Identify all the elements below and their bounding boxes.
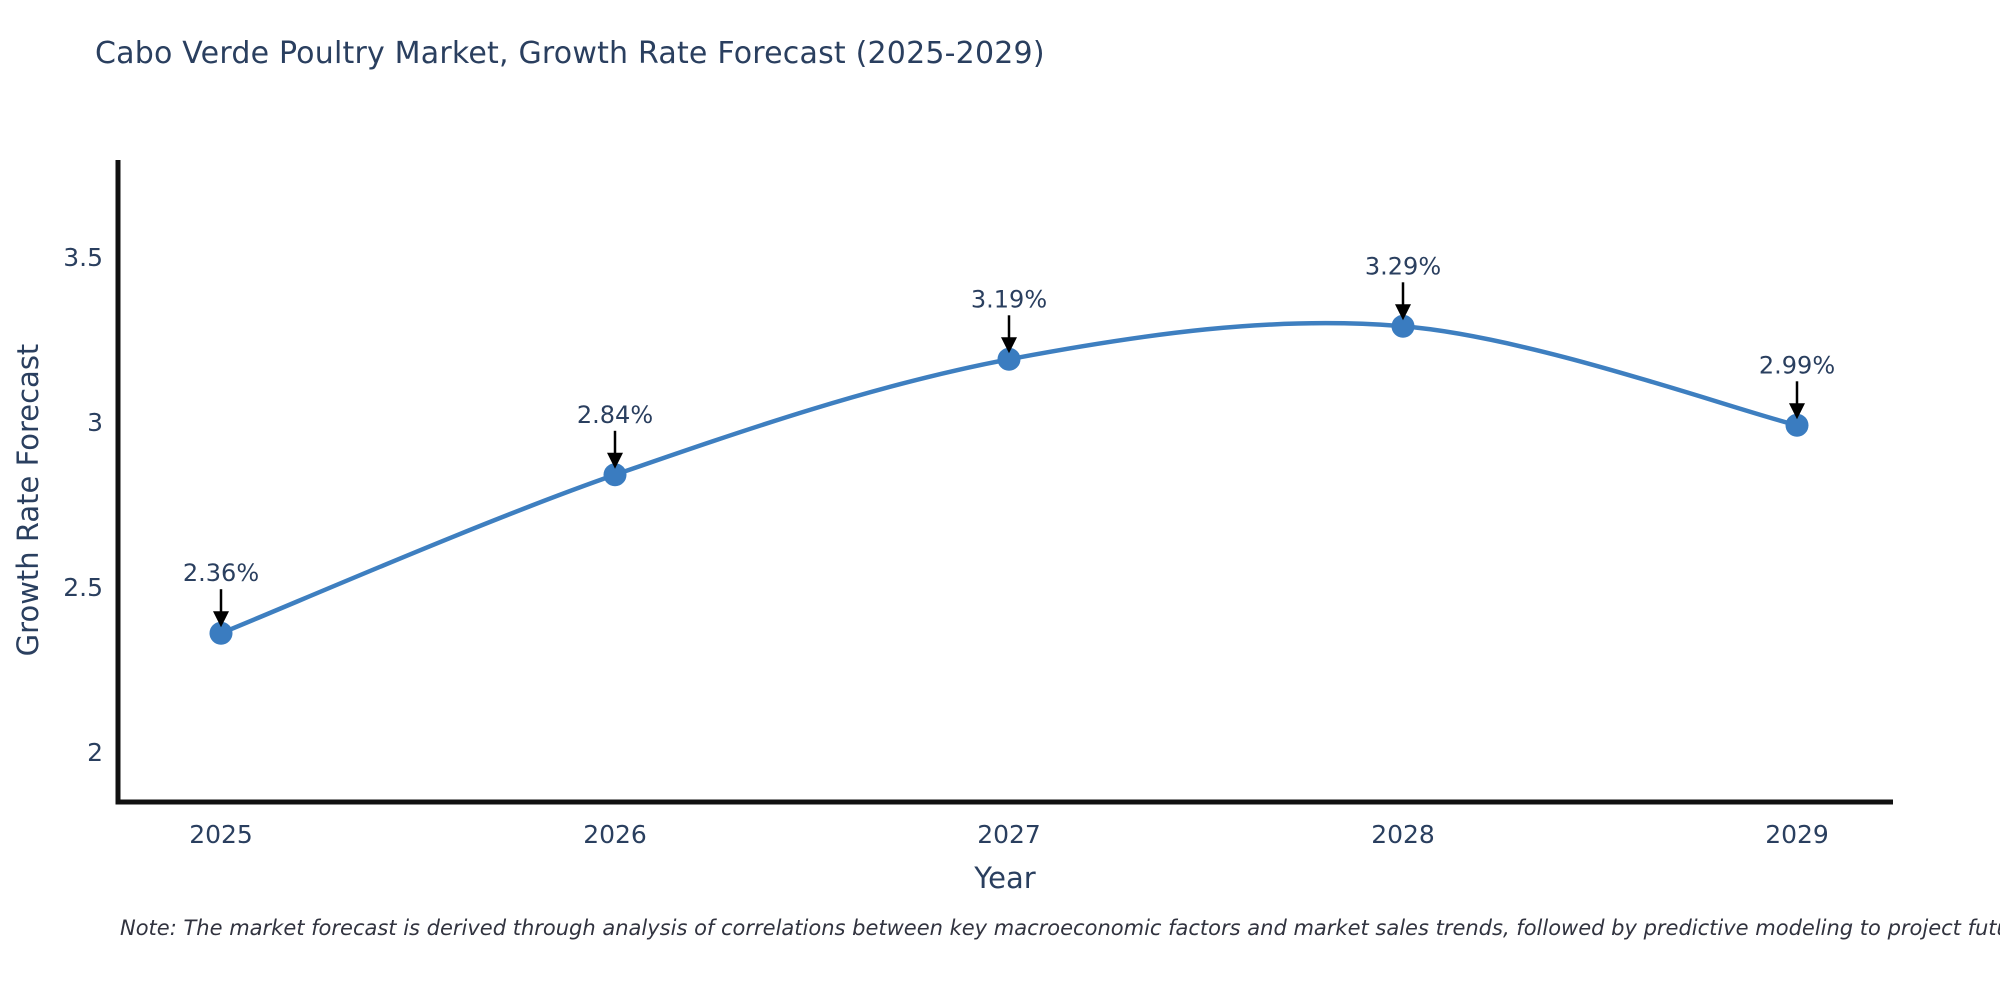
x-tick-label: 2025 — [189, 820, 253, 849]
series-points — [209, 314, 1809, 645]
x-tick-label: 2027 — [977, 820, 1041, 849]
footnote: Note: The market forecast is derived thr… — [120, 916, 2000, 940]
x-tick-label: 2026 — [583, 820, 647, 849]
annotation-arrowhead-icon — [213, 611, 229, 628]
point-value-label: 3.19% — [971, 285, 1047, 313]
y-tick-label: 3.5 — [63, 243, 103, 272]
annotation-arrowhead-icon — [607, 452, 623, 469]
point-annotations: 2.36% 2.84% 3.19% 3.29% 2.99% — [183, 252, 1835, 628]
annotation-arrowhead-icon — [1001, 337, 1017, 354]
data-point[interactable] — [997, 347, 1021, 371]
chart-title: Cabo Verde Poultry Market, Growth Rate F… — [95, 36, 1045, 71]
y-axis-tick-labels: 2 2.5 3 3.5 — [63, 243, 103, 767]
annotation-arrowhead-icon — [1789, 403, 1805, 420]
axis-lines — [115, 160, 1893, 805]
data-point[interactable] — [209, 621, 233, 645]
data-point[interactable] — [1785, 413, 1809, 437]
y-tick-label: 2.5 — [63, 573, 103, 602]
data-point[interactable] — [603, 463, 627, 487]
point-value-label: 3.29% — [1365, 252, 1441, 280]
point-value-label: 2.84% — [577, 401, 653, 429]
y-tick-label: 2 — [87, 738, 103, 767]
x-tick-label: 2028 — [1371, 820, 1435, 849]
point-value-label: 2.36% — [183, 559, 259, 587]
point-value-label: 2.99% — [1759, 351, 1835, 379]
annotation-arrowhead-icon — [1395, 304, 1411, 321]
x-tick-label: 2029 — [1765, 820, 1829, 849]
y-tick-label: 3 — [87, 408, 103, 437]
line-chart: 2 2.5 3 3.5 2025 2026 2027 2028 2029 2.36% 2.84%… — [11, 160, 1893, 895]
data-point[interactable] — [1391, 314, 1415, 338]
x-axis-title: Year — [973, 861, 1035, 895]
y-axis-title: Growth Rate Forecast — [11, 344, 45, 657]
x-axis-tick-labels: 2025 2026 2027 2028 2029 — [189, 820, 1829, 849]
